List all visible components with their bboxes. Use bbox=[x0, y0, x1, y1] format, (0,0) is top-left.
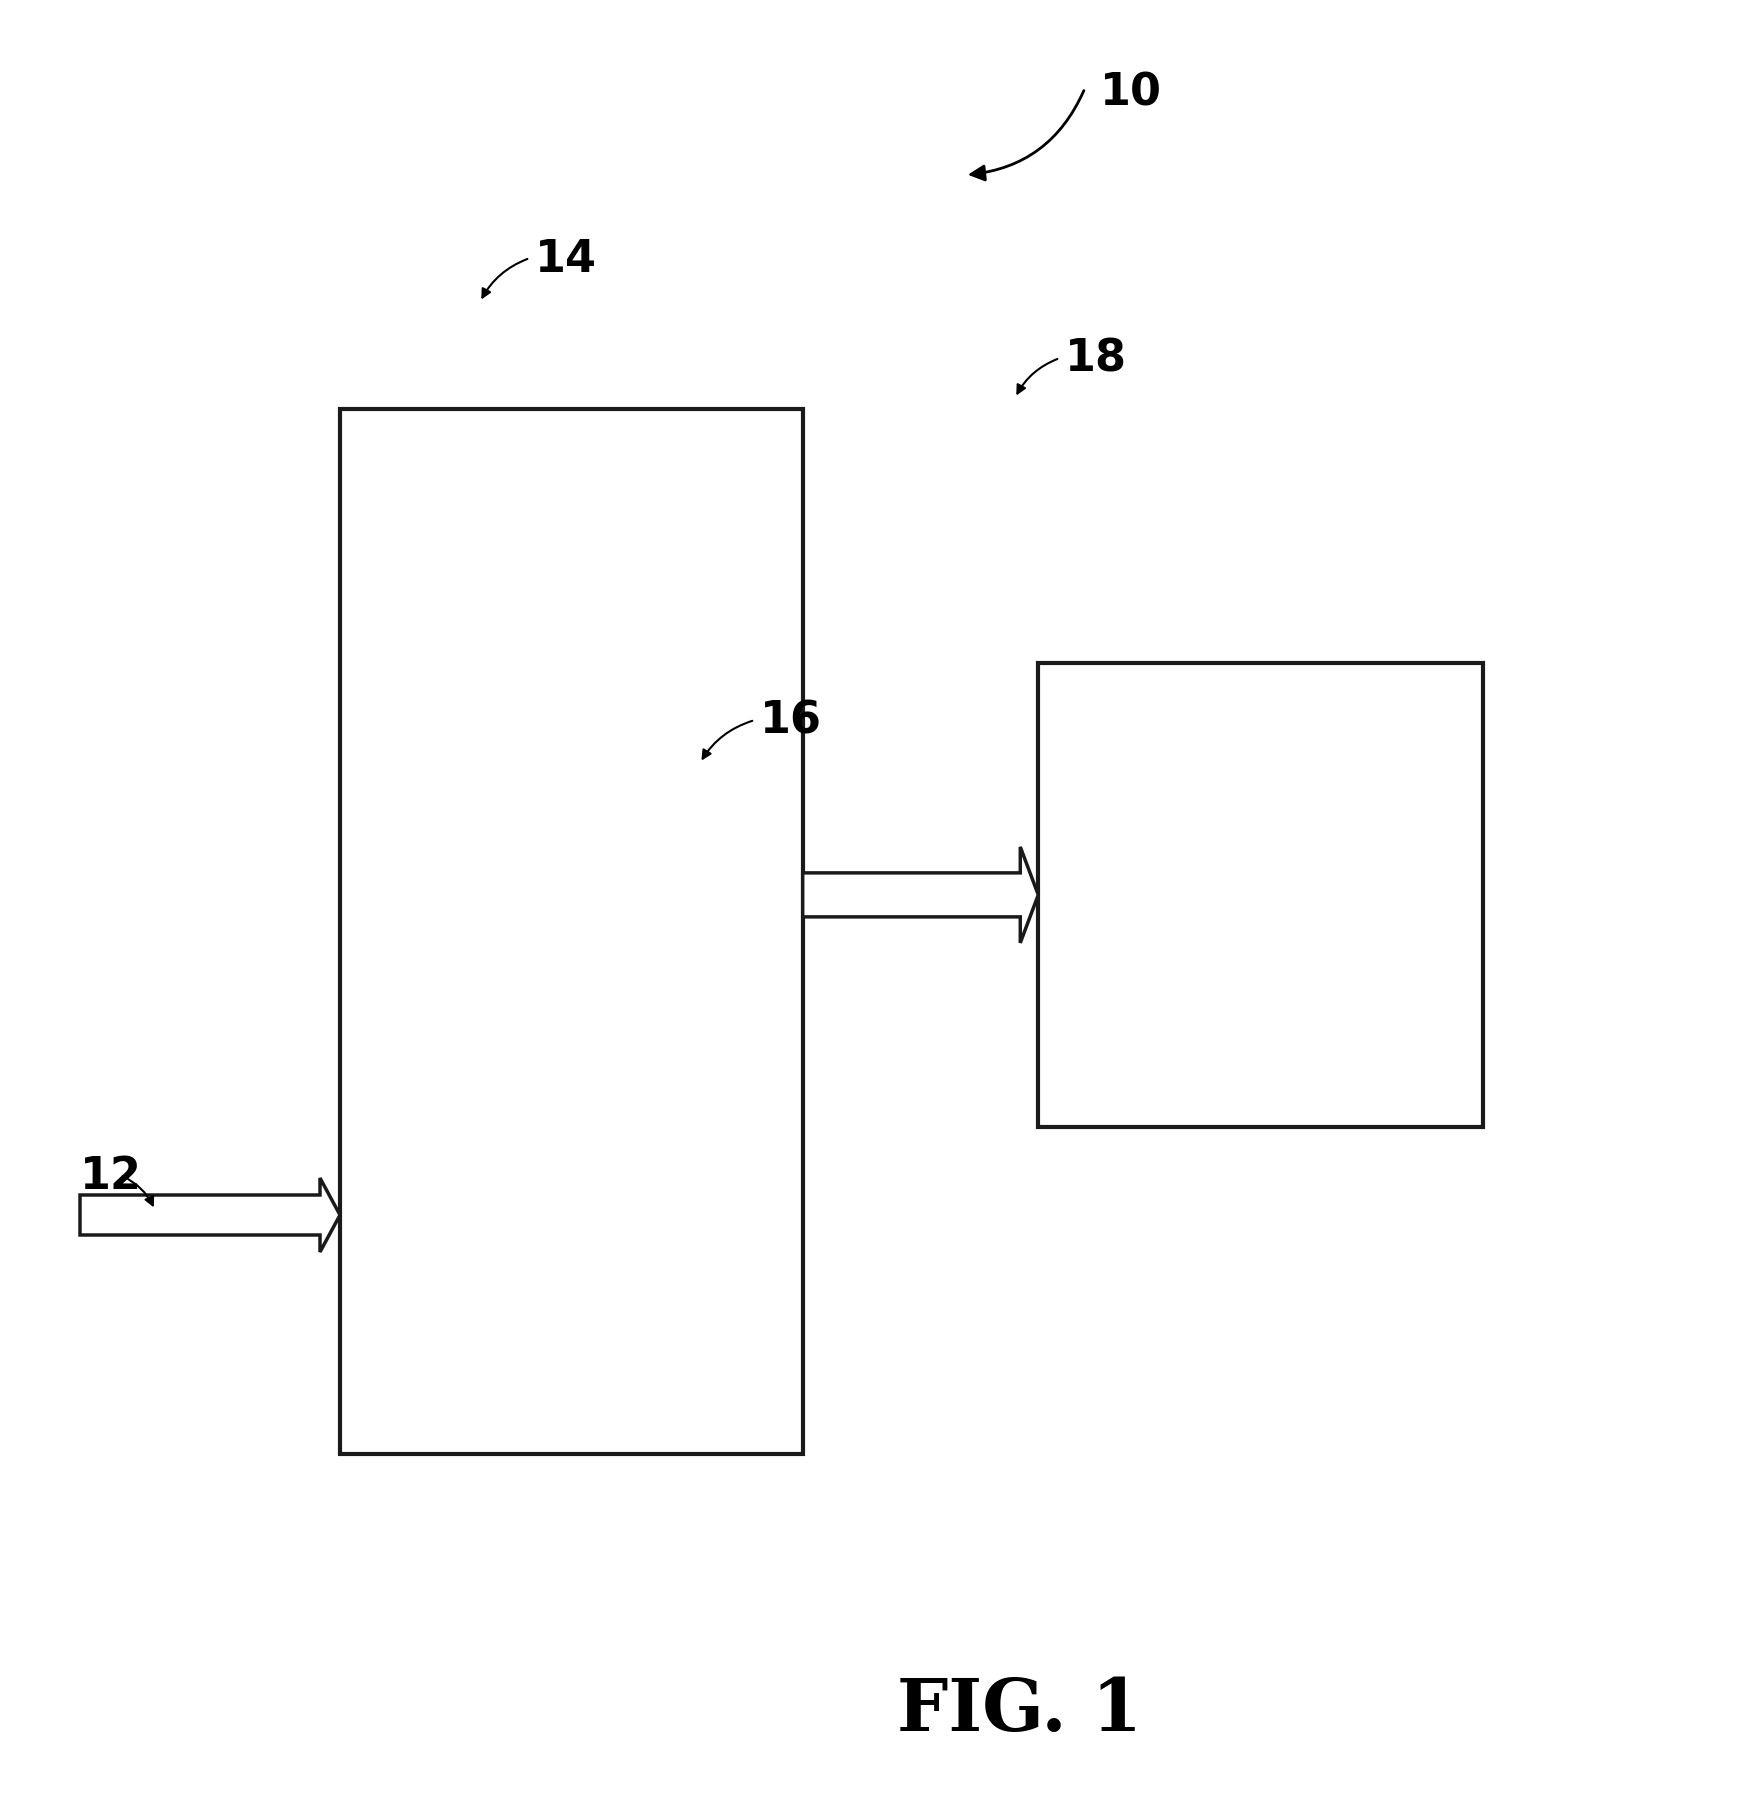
Text: 14: 14 bbox=[536, 238, 597, 282]
Polygon shape bbox=[803, 847, 1038, 943]
Bar bbox=[340, 409, 803, 1454]
Text: FIG. 1: FIG. 1 bbox=[897, 1675, 1143, 1746]
Text: 12: 12 bbox=[80, 1156, 141, 1197]
Bar bbox=[1038, 663, 1483, 1127]
Text: 18: 18 bbox=[1064, 338, 1127, 382]
Text: 16: 16 bbox=[761, 700, 822, 743]
Polygon shape bbox=[80, 1177, 340, 1252]
Text: 10: 10 bbox=[1099, 73, 1162, 114]
